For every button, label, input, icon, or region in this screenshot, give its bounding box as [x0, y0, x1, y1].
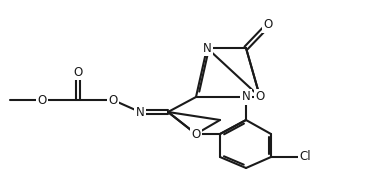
Text: O: O [73, 65, 83, 79]
Text: O: O [108, 93, 118, 107]
Text: N: N [242, 90, 250, 104]
Text: Cl: Cl [299, 150, 311, 164]
Text: O: O [255, 90, 265, 104]
Text: N: N [203, 41, 211, 55]
Text: N: N [136, 105, 144, 118]
Text: O: O [37, 93, 47, 107]
Text: O: O [263, 19, 273, 32]
Text: O: O [191, 127, 200, 141]
